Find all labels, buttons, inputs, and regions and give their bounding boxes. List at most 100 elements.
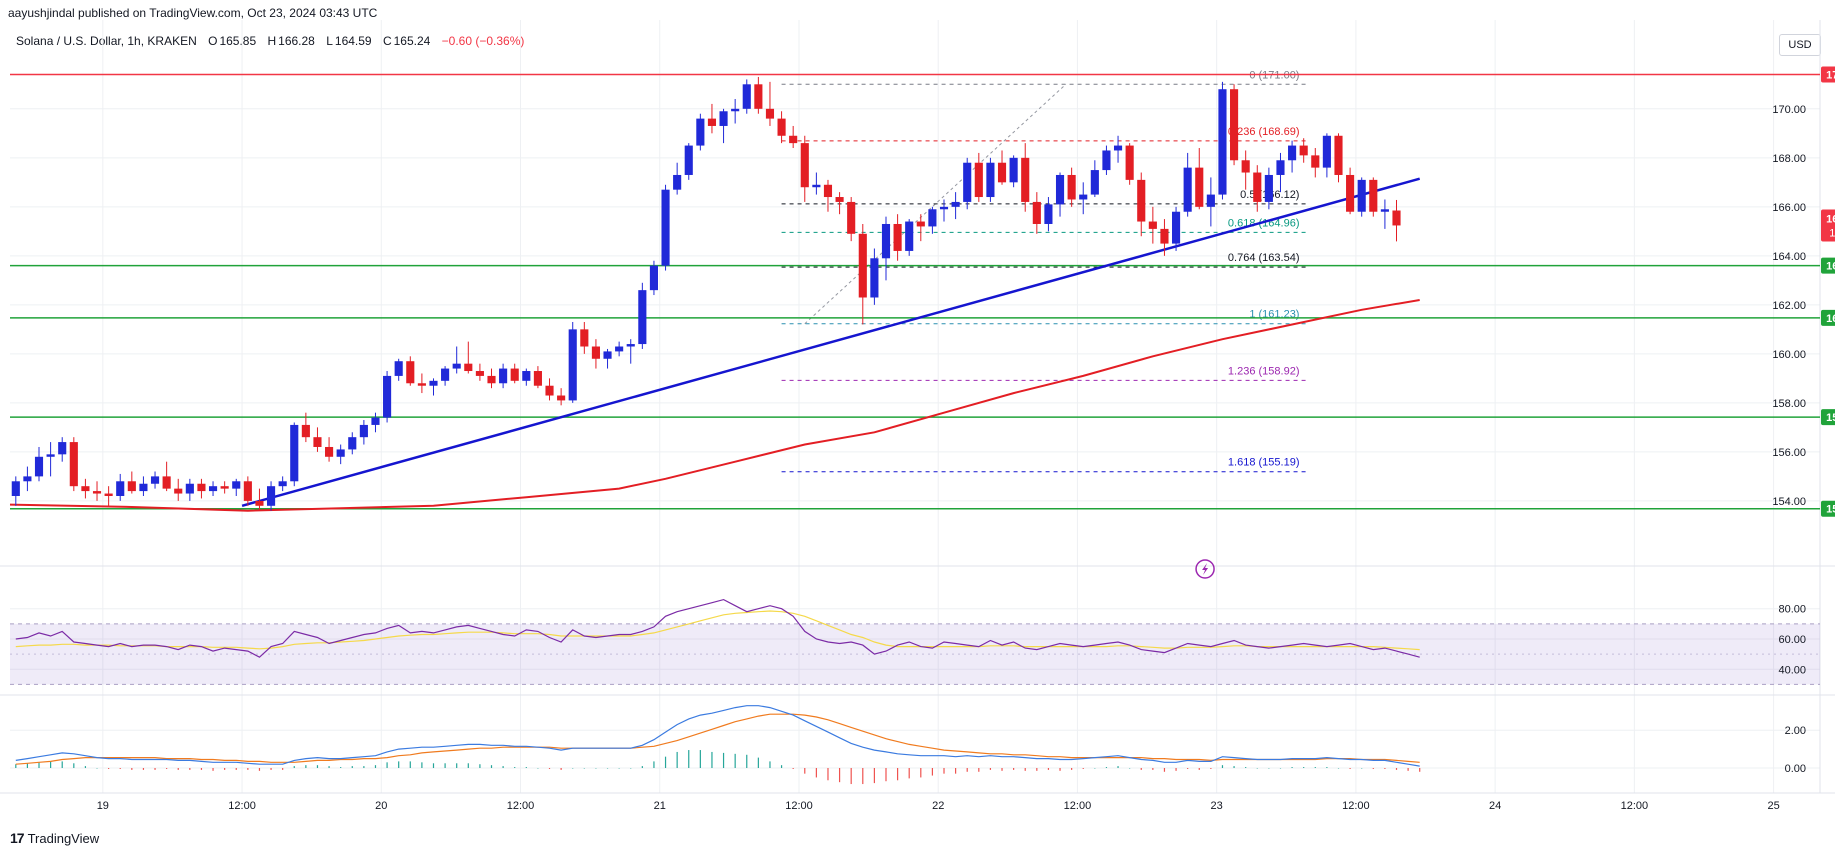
- candle-body: [754, 84, 763, 109]
- fib-anchor-line: [804, 83, 1067, 325]
- fib-label-1.618: 1.618 (155.19): [1228, 457, 1300, 469]
- candle-body: [1148, 221, 1157, 229]
- rsi-tick-label: 40.00: [1778, 664, 1806, 676]
- rsi-line: [15, 598, 1420, 658]
- time-tick-label: 12:00: [507, 800, 535, 812]
- candle-body: [1230, 89, 1239, 161]
- macd-histogram-bar: [108, 768, 110, 769]
- time-tick-label: 25: [1767, 800, 1779, 812]
- current-price-label: 165.24: [1826, 213, 1835, 225]
- candle-body: [290, 424, 299, 482]
- macd-signal-line: [15, 713, 1420, 765]
- macd-histogram-bar: [548, 768, 551, 769]
- candle-body: [696, 118, 705, 146]
- macd-histogram-bar: [1210, 768, 1212, 769]
- candle-body: [232, 481, 241, 489]
- macd-histogram-bar: [1384, 768, 1386, 769]
- open-label: O: [208, 34, 218, 48]
- candles: [11, 76, 1401, 511]
- candle-body: [928, 209, 937, 227]
- macd-histogram-bar: [432, 763, 435, 768]
- candle-body: [429, 380, 438, 386]
- candle-body: [1346, 174, 1355, 212]
- candle-body: [974, 162, 983, 198]
- candle-body: [371, 417, 380, 425]
- macd-histogram-bar: [1407, 768, 1409, 771]
- candle-body: [765, 108, 775, 119]
- time-tick-label: 20: [375, 800, 387, 812]
- candle-body: [997, 162, 1007, 183]
- candle-body: [580, 329, 589, 347]
- candle-body: [522, 371, 531, 381]
- macd-histogram-bar: [1245, 767, 1247, 768]
- candle-body: [591, 346, 600, 359]
- time-tick-label: 12:00: [785, 800, 813, 812]
- candle-body: [417, 383, 426, 386]
- rsi-pane: [15, 598, 1420, 658]
- candle-body: [1195, 167, 1204, 207]
- macd-histogram-bar: [1071, 768, 1073, 770]
- candle-body: [23, 476, 32, 482]
- candle-body: [707, 118, 717, 126]
- time-tick-label: 12:00: [1621, 800, 1649, 812]
- close-value: 165.24: [393, 34, 431, 48]
- time-tick-label: 24: [1489, 800, 1501, 812]
- fib-label-0.236: 0.236 (168.69): [1228, 126, 1300, 138]
- macd-histogram-bar: [479, 764, 481, 768]
- candle-body: [731, 108, 740, 112]
- macd-histogram-bar: [1314, 767, 1316, 768]
- candle-body: [46, 454, 55, 457]
- fibonacci-retracement: 0 (171.00)0.236 (168.69)0.5 (166.12)0.61…: [781, 69, 1310, 473]
- macd-histogram-bar: [966, 768, 968, 772]
- macd-histogram-bar: [873, 768, 875, 784]
- macd-histogram-bar: [1105, 767, 1108, 768]
- candle-body: [1311, 155, 1320, 168]
- candle-body: [510, 368, 519, 381]
- macd-histogram-bar: [38, 762, 40, 768]
- level-badge: [1821, 409, 1835, 426]
- macd-histogram-bar: [896, 768, 899, 781]
- macd-tick-label: 2.00: [1785, 725, 1806, 737]
- macd-histogram-bar: [386, 762, 388, 768]
- candle-body: [963, 162, 972, 202]
- candle-body: [11, 481, 20, 496]
- level-badge-label: 171.00: [1826, 70, 1835, 82]
- candle-body: [487, 375, 496, 384]
- macd-histogram-bar: [630, 768, 632, 769]
- price-tick-label: 160.00: [1772, 349, 1806, 361]
- candle-body: [777, 118, 786, 136]
- candle-body: [545, 385, 554, 396]
- macd-histogram-bar: [1337, 768, 1340, 769]
- candle-body: [870, 258, 879, 298]
- candle-body: [220, 486, 229, 489]
- macd-histogram-bar: [467, 763, 469, 768]
- macd-histogram-bar: [920, 768, 922, 778]
- macd-histogram-bar: [1187, 768, 1189, 769]
- macd-histogram-bar: [711, 751, 713, 768]
- symbol-name[interactable]: Solana / U.S. Dollar, 1h, KRAKEN: [16, 34, 197, 48]
- macd-histogram-bar: [1059, 768, 1061, 771]
- fib-label-0: 0 (171.00): [1249, 69, 1299, 81]
- candle-body: [835, 197, 844, 202]
- rsi-ma-line: [15, 610, 1420, 651]
- candle-body: [34, 456, 44, 477]
- candle-body: [162, 476, 171, 489]
- currency-button[interactable]: USD: [1779, 34, 1821, 56]
- candle-body: [452, 363, 461, 369]
- candle-body: [881, 223, 891, 259]
- tradingview-brand[interactable]: 17 TradingView: [10, 830, 99, 846]
- candle-body: [185, 483, 194, 494]
- candle-body: [986, 162, 995, 198]
- bar-countdown-label: 16:48: [1829, 227, 1835, 239]
- macd-histogram-bar: [282, 768, 284, 770]
- time-tick-label: 12:00: [1064, 800, 1092, 812]
- lightning-icon[interactable]: [1195, 559, 1215, 579]
- candle-body: [789, 135, 798, 144]
- brand-label: TradingView: [27, 830, 100, 846]
- candle-body: [359, 424, 368, 438]
- candle-body: [626, 344, 635, 347]
- candle-body: [1171, 211, 1181, 244]
- candle-body: [858, 233, 867, 298]
- macd-histogram-bar: [1024, 768, 1026, 771]
